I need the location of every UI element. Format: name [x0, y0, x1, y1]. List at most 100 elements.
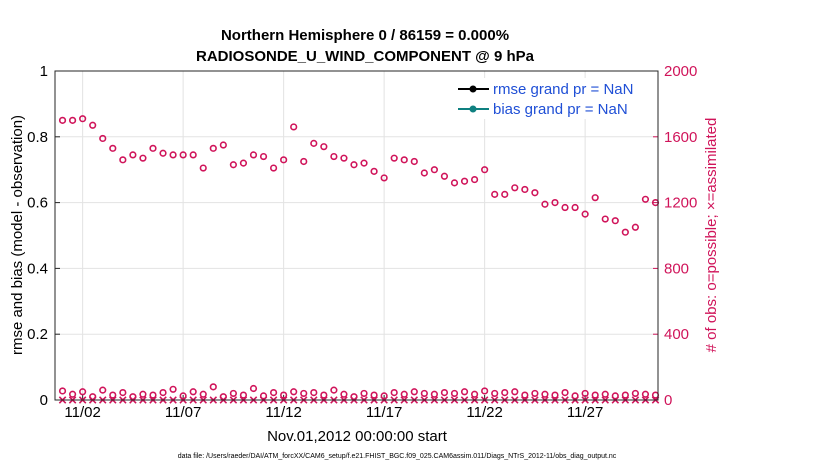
obs-point-3-52	[581, 389, 589, 398]
obs-point-3-31	[370, 391, 378, 399]
grid	[55, 70, 658, 401]
obs-point-1-12	[310, 139, 318, 147]
obs-point-0-24	[541, 200, 549, 208]
obs-point-3-26	[320, 391, 328, 399]
right-axis-label: # of obs: o=possible; ×=assimilated	[703, 118, 720, 353]
right-tick-label-5: 2000	[664, 63, 697, 80]
legend-bias-label: bias grand pr = NaN	[493, 101, 628, 118]
obs-point-0-29	[641, 195, 650, 203]
obs-point-3-20	[259, 392, 268, 400]
obs-point-3-53	[591, 391, 599, 399]
obs-point-3-42	[481, 387, 489, 395]
obs-point-3-39	[450, 389, 459, 398]
obs-point-1-26	[591, 194, 599, 202]
obs-point-1-4	[149, 144, 157, 152]
obs-point-0-6	[179, 151, 187, 159]
obs-point-3-57	[631, 389, 639, 398]
right-tick-label-1: 400	[664, 326, 689, 343]
obs-point-0-19	[440, 172, 449, 180]
obs-point-3-29	[350, 393, 358, 401]
obs-point-3-21	[269, 388, 278, 397]
obs-point-1-17	[410, 157, 418, 166]
obs-point-3-41	[470, 390, 479, 398]
obs-point-3-16	[219, 393, 227, 401]
obs-point-0-25	[561, 203, 569, 212]
x-tick-label-3: 11/17	[366, 404, 402, 421]
obs-point-0-11	[280, 156, 288, 164]
obs-point-3-11	[169, 385, 177, 393]
obs-point-0-3	[119, 156, 127, 164]
obs-point-3-0	[58, 387, 67, 395]
obs-point-3-51	[571, 392, 579, 400]
obs-point-3-24	[300, 389, 308, 398]
obs-point-3-37	[430, 390, 438, 398]
obs-point-3-46	[521, 391, 529, 399]
obs-point-3-40	[460, 388, 469, 396]
obs-point-1-27	[611, 217, 619, 225]
obs-point-0-5	[159, 149, 167, 157]
obs-point-1-10	[269, 164, 278, 172]
obs-point-0-27	[601, 215, 609, 223]
obs-point-0-4	[139, 154, 147, 162]
obs-point-3-55	[611, 392, 619, 400]
obs-point-0-15	[360, 159, 368, 167]
data-marks	[58, 115, 660, 404]
left-tick-label-1: 0.2	[27, 326, 48, 343]
obs-point-3-10	[159, 388, 167, 397]
plot-frame	[54, 70, 659, 401]
obs-point-3-12	[179, 392, 187, 400]
obs-point-3-17	[229, 389, 237, 398]
obs-point-3-38	[440, 388, 449, 397]
obs-point-1-24	[551, 199, 559, 207]
obs-point-1-25	[571, 203, 579, 212]
obs-point-1-23	[531, 189, 539, 197]
obs-point-3-43	[491, 389, 499, 398]
obs-point-1-7	[209, 144, 217, 152]
chart-title-line1: Northern Hemisphere 0 / 86159 = 0.000%	[221, 27, 509, 44]
obs-point-0-23	[521, 185, 529, 194]
obs-point-0-18	[420, 169, 428, 177]
obs-point-3-19	[249, 384, 258, 393]
obs-point-3-18	[239, 391, 248, 399]
obs-point-1-11	[290, 123, 298, 131]
obs-point-1-2	[109, 144, 117, 152]
left-tick-label-2: 0.4	[27, 260, 48, 277]
obs-point-0-9	[239, 159, 248, 167]
obs-point-3-7	[129, 393, 137, 401]
legend-box	[453, 78, 649, 119]
right-y-axis: 0 400 800 1200 1600 2000	[653, 63, 697, 409]
obs-point-3-25	[310, 388, 318, 397]
obs-point-1-28	[631, 223, 639, 231]
obs-point-3-59	[651, 391, 660, 399]
obs-point-0-17	[400, 156, 408, 164]
obs-point-0-0	[58, 116, 67, 124]
left-tick-label-5: 1	[40, 63, 48, 80]
obs-point-3-2	[79, 388, 87, 396]
obs-point-1-19	[450, 179, 459, 187]
left-tick-label-0: 0	[40, 392, 48, 409]
legend: rmse grand pr = NaN bias grand pr = NaN	[453, 78, 649, 119]
x-tick-label-1: 11/07	[165, 404, 201, 421]
legend-rmse-marker	[469, 85, 477, 93]
obs-point-1-21	[491, 190, 499, 198]
obs-point-1-18	[430, 166, 438, 174]
obs-point-3-34	[400, 390, 408, 398]
obs-point-3-32	[380, 392, 388, 400]
legend-bias-marker	[469, 105, 477, 113]
obs-point-0-26	[581, 210, 589, 218]
obs-point-3-22	[280, 391, 288, 399]
obs-point-3-45	[511, 388, 519, 396]
obs-point-1-9	[249, 151, 258, 159]
chart-title-line2: RADIOSONDE_U_WIND_COMPONENT @ 9 hPa	[196, 48, 535, 65]
obs-point-3-13	[189, 388, 197, 396]
obs-point-1-5	[169, 151, 177, 159]
obs-point-1-8	[229, 161, 237, 169]
obs-point-0-21	[481, 166, 489, 174]
obs-point-3-23	[290, 388, 298, 396]
obs-point-3-48	[541, 390, 549, 398]
obs-point-3-30	[360, 389, 368, 398]
obs-point-3-47	[531, 389, 539, 398]
obs-point-3-5	[109, 391, 117, 399]
obs-point-0-2	[99, 134, 107, 143]
